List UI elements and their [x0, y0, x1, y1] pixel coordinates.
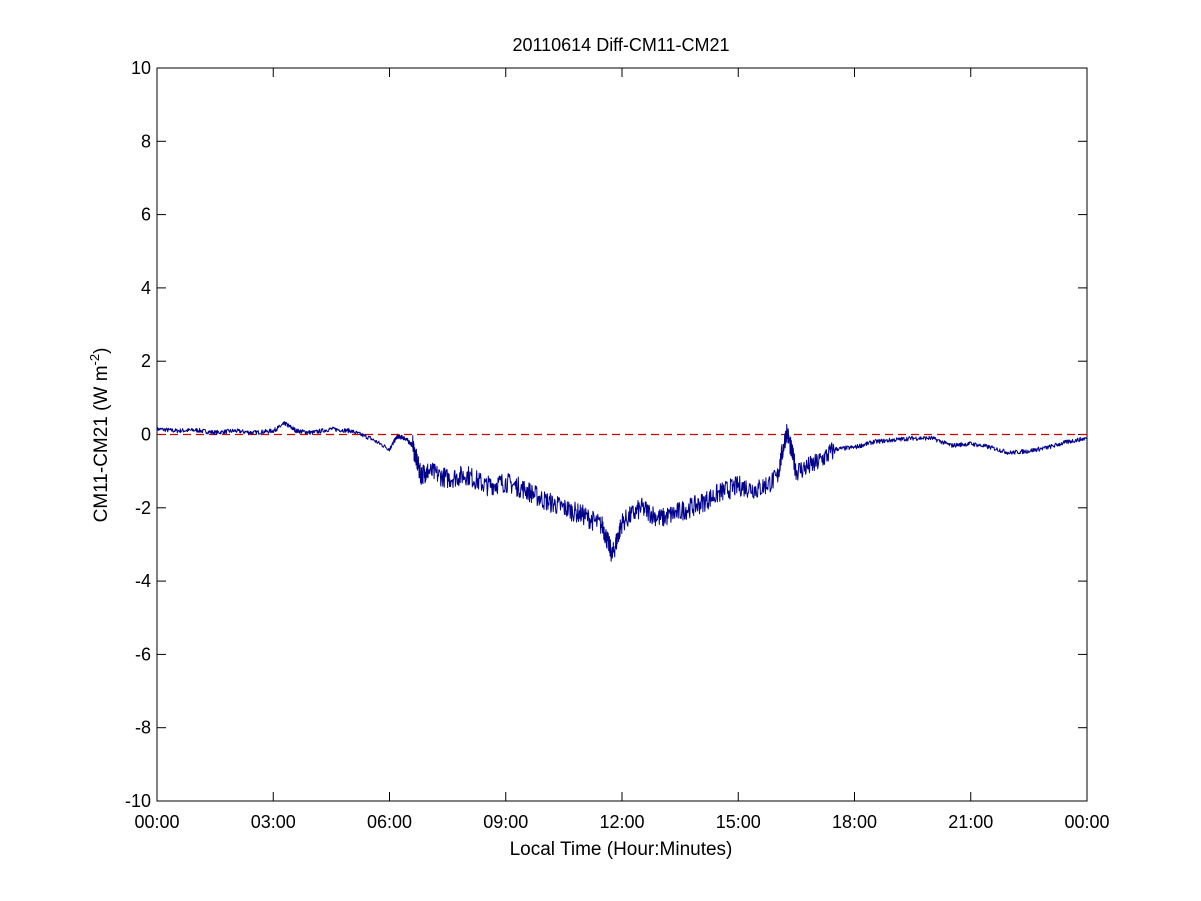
y-tick-label: 0 [141, 425, 151, 445]
y-tick-label: 6 [141, 205, 151, 225]
x-axis-ticks: 00:00 03:00 06:00 09:00 12:00 15:00 18:00 21:00… [134, 68, 1110, 832]
y-tick-label: 4 [141, 278, 151, 298]
x-tick-label: 03:00 [251, 812, 296, 832]
x-tick-label: 12:00 [599, 812, 644, 832]
x-tick-label: 21:00 [948, 812, 993, 832]
x-tick-label: 06:00 [367, 812, 412, 832]
y-tick-label: -4 [135, 571, 151, 591]
x-axis-label: Local Time (Hour:Minutes) [510, 839, 733, 860]
y-axis-label-main: CM11-CM21 (W m [91, 365, 112, 522]
y-tick-label: -10 [125, 791, 151, 811]
y-tick-label: 10 [131, 58, 151, 78]
y-tick-label: -6 [135, 644, 151, 664]
x-tick-label: 00:00 [1064, 812, 1109, 832]
axes-box [156, 67, 1088, 802]
x-tick-label: 09:00 [483, 812, 528, 832]
y-axis-label-superscript: -2 [87, 354, 102, 366]
series-line [156, 421, 1088, 562]
plot-area: -10 -8 -6 -4 -2 0 2 4 6 8 10 00:00 03:00 06:00 09:00 1… [125, 58, 1110, 832]
y-axis-label: CM11-CM21 (W m-2) [87, 348, 112, 523]
chart-title: 20110614 Diff-CM11-CM21 [512, 35, 729, 55]
y-tick-label: 8 [141, 131, 151, 151]
y-tick-label: 2 [141, 351, 151, 371]
y-axis-label-close: ) [91, 348, 112, 354]
x-tick-label: 15:00 [716, 812, 761, 832]
x-tick-label: 18:00 [832, 812, 877, 832]
x-tick-label: 00:00 [134, 812, 179, 832]
y-tick-label: -8 [135, 718, 151, 738]
y-tick-label: -2 [135, 498, 151, 518]
